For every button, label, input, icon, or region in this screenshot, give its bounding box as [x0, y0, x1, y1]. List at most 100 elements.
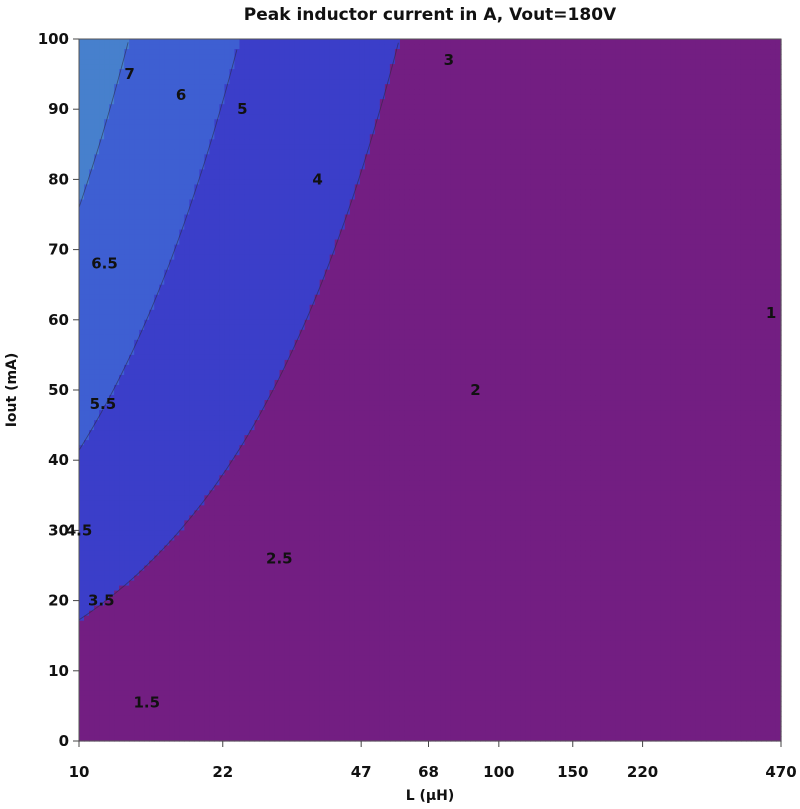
contour-cell	[154, 249, 160, 256]
contour-cell	[214, 660, 220, 667]
contour-cell	[104, 395, 110, 401]
contour-cell	[234, 730, 241, 737]
contour-cell	[189, 199, 195, 206]
contour-cell	[99, 79, 105, 85]
contour-cell	[124, 324, 130, 331]
contour-cell	[209, 645, 215, 652]
contour-cell	[174, 400, 180, 406]
contour-cell	[129, 254, 135, 261]
contour-cell	[209, 640, 215, 647]
contour-cell	[174, 319, 180, 326]
contour-cell	[234, 720, 241, 727]
contour-cell	[149, 204, 155, 211]
contour-cell	[149, 174, 155, 180]
contour-cell	[119, 595, 125, 602]
contour-cell	[234, 625, 241, 632]
contour-cell	[234, 289, 241, 296]
contour-cell	[254, 164, 261, 170]
contour-cell	[249, 314, 256, 321]
contour-cell	[229, 54, 236, 60]
contour-cell	[124, 249, 130, 256]
contour-cell	[214, 525, 220, 531]
contour-cell	[194, 154, 200, 160]
contour-cell	[154, 400, 160, 406]
contour-cell	[239, 359, 246, 366]
contour-cell	[194, 334, 200, 341]
contour-cell	[129, 580, 135, 587]
contour-cell	[214, 690, 220, 697]
contour-cell	[174, 269, 180, 276]
contour-cell	[214, 645, 220, 652]
contour-cell	[124, 655, 130, 662]
contour-cell	[124, 99, 130, 105]
contour-cell	[124, 339, 130, 346]
contour-cell	[179, 590, 185, 597]
contour-cell	[134, 109, 140, 115]
contour-cell	[109, 229, 115, 236]
contour-cell	[159, 615, 165, 622]
contour-cell	[159, 470, 165, 476]
contour-cell	[179, 244, 185, 251]
contour-cell	[244, 139, 251, 145]
contour-cell	[104, 735, 110, 742]
contour-cell	[239, 630, 246, 637]
contour-cell	[209, 400, 215, 406]
contour-cell	[179, 104, 185, 110]
contour-cell	[179, 159, 185, 165]
contour-cell	[129, 79, 135, 85]
contour-cell	[194, 475, 200, 481]
contour-cell	[84, 304, 90, 311]
contour-cell	[224, 144, 231, 150]
contour-cell	[164, 234, 170, 241]
contour-cell	[119, 465, 125, 471]
contour-cell	[134, 535, 140, 542]
contour-cell	[164, 390, 170, 396]
contour-cell	[114, 269, 120, 276]
contour-cell	[164, 109, 170, 115]
contour-cell	[134, 530, 140, 537]
contour-cell	[159, 334, 165, 341]
contour-cell	[204, 234, 210, 241]
contour-cell	[234, 540, 241, 547]
contour-cell	[114, 470, 120, 476]
contour-cell	[174, 109, 180, 115]
contour-cell	[169, 304, 175, 311]
contour-cell	[219, 84, 226, 90]
contour-cell	[214, 114, 220, 120]
contour-cell	[219, 395, 226, 401]
contour-cell	[174, 234, 180, 241]
contour-cell	[179, 384, 185, 391]
contour-cell	[244, 565, 251, 572]
contour-cell	[159, 585, 165, 592]
contour-cell	[244, 384, 251, 391]
contour-cell	[154, 269, 160, 276]
contour-cell	[164, 540, 170, 547]
contour-cell	[124, 645, 130, 652]
contour-cell	[109, 344, 115, 351]
contour-cell	[194, 259, 200, 266]
contour-cell	[209, 119, 215, 125]
contour-cell	[79, 555, 85, 562]
contour-cell	[174, 620, 180, 627]
contour-cell	[199, 550, 205, 557]
contour-cell	[184, 329, 190, 336]
contour-cell	[114, 194, 120, 201]
contour-cell	[114, 610, 120, 617]
contour-cell	[144, 239, 150, 246]
contour-cell	[129, 690, 135, 697]
contour-cell	[194, 134, 200, 140]
contour-cell	[184, 405, 190, 411]
contour-cell	[159, 700, 165, 707]
contour-cell	[224, 74, 231, 80]
contour-cell	[244, 59, 251, 65]
contour-cell	[79, 680, 85, 687]
contour-cell	[144, 64, 150, 70]
contour-cell	[109, 580, 115, 587]
contour-cell	[249, 369, 256, 376]
contour-cell	[114, 339, 120, 346]
contour-cell	[164, 219, 170, 226]
contour-cell	[209, 555, 215, 562]
contour-cell	[104, 635, 110, 642]
contour-cell	[89, 620, 95, 627]
contour-cell	[234, 209, 241, 216]
